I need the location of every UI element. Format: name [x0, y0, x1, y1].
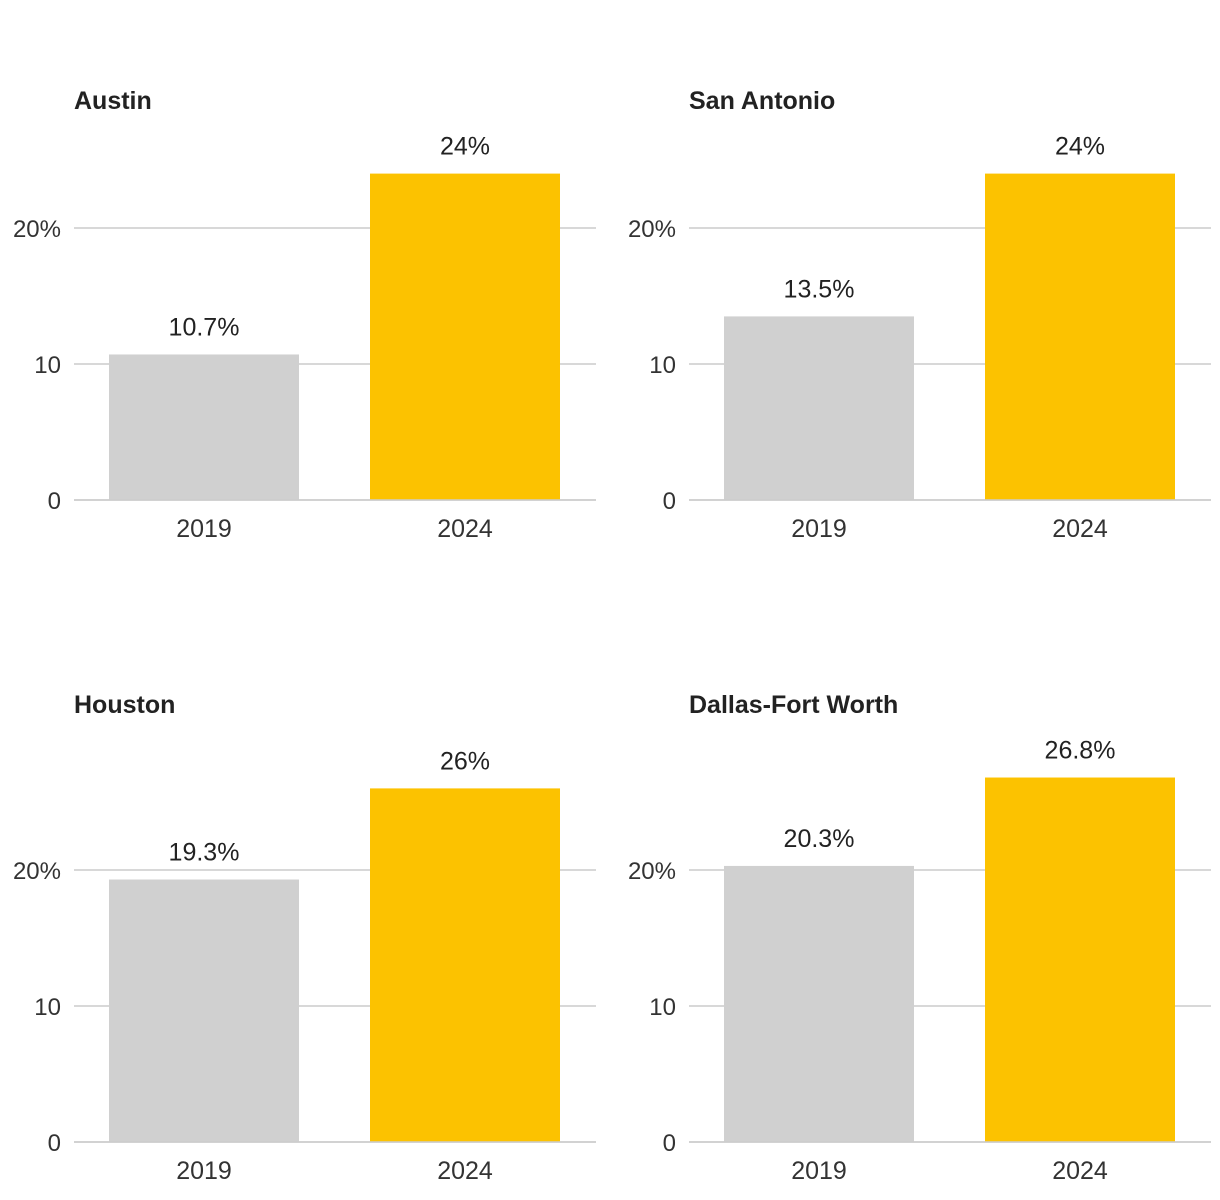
bar-2019	[724, 865, 914, 1142]
panel-houston: Houston 0 10 20% 19.3% 2019 26% 2024	[13, 691, 596, 1185]
panel-title: Austin	[74, 87, 152, 115]
y-tick-label: 0	[663, 1130, 676, 1157]
y-tick-label: 20%	[13, 216, 61, 243]
value-label: 24%	[1055, 133, 1105, 161]
panel-san-antonio: San Antonio 0 10 20% 13.5% 2019 24% 2024	[628, 87, 1211, 543]
y-tick-label: 10	[34, 994, 61, 1021]
value-label: 26.8%	[1045, 737, 1116, 765]
y-tick-label: 20%	[13, 858, 61, 885]
bar-2019	[109, 879, 299, 1142]
value-label: 24%	[440, 133, 490, 161]
value-label: 13.5%	[784, 275, 855, 303]
x-tick-label: 2024	[437, 515, 493, 543]
x-tick-label: 2024	[1052, 1157, 1108, 1185]
x-tick-label: 2024	[1052, 515, 1108, 543]
y-tick-label: 10	[649, 994, 676, 1021]
bar-2019	[109, 354, 299, 500]
x-tick-label: 2019	[791, 1157, 847, 1185]
panel-title: Houston	[74, 691, 175, 719]
panel-title: San Antonio	[689, 87, 835, 115]
bar-2019	[724, 316, 914, 500]
y-tick-label: 0	[663, 488, 676, 515]
bar-2024	[985, 777, 1175, 1142]
x-tick-label: 2019	[176, 515, 232, 543]
value-label: 10.7%	[169, 313, 240, 341]
x-tick-label: 2019	[176, 1157, 232, 1185]
y-tick-label: 20%	[628, 216, 676, 243]
x-tick-label: 2024	[437, 1157, 493, 1185]
value-label: 26%	[440, 747, 490, 775]
y-tick-label: 0	[48, 488, 61, 515]
value-label: 20.3%	[784, 825, 855, 853]
y-tick-label: 10	[649, 352, 676, 379]
panel-title: Dallas-Fort Worth	[689, 691, 898, 719]
panel-dallas-fort-worth: Dallas-Fort Worth 0 10 20% 20.3% 2019 26.8% 202…	[628, 691, 1211, 1185]
y-tick-label: 20%	[628, 858, 676, 885]
bar-2024	[370, 173, 560, 500]
y-tick-label: 10	[34, 352, 61, 379]
bar-2024	[985, 173, 1175, 500]
bar-2024	[370, 788, 560, 1142]
x-tick-label: 2019	[791, 515, 847, 543]
panel-austin: Austin 0 10 20% 10.7% 2019 24% 2024	[13, 87, 596, 543]
value-label: 19.3%	[169, 839, 240, 867]
y-tick-label: 0	[48, 1130, 61, 1157]
